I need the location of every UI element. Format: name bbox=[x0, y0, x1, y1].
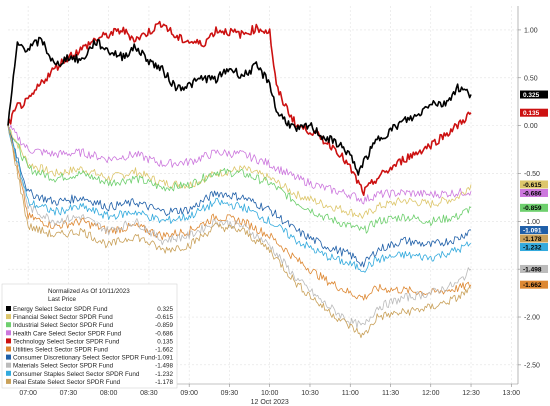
legend-swatch bbox=[6, 330, 11, 336]
legend-swatch bbox=[6, 314, 11, 320]
last-price-badge bbox=[520, 203, 548, 212]
legend-swatch bbox=[6, 362, 11, 368]
y-tick-label: -1.00 bbox=[524, 219, 540, 226]
last-price-badge-label: -1.232 bbox=[523, 244, 542, 251]
series-lines bbox=[7, 20, 472, 339]
legend-series-name: Industrial Select Sector SPDR Fund bbox=[13, 322, 114, 329]
last-price-badge-label: -1.178 bbox=[523, 236, 542, 243]
x-tick-label: 08:30 bbox=[140, 390, 158, 397]
last-price-badge bbox=[520, 234, 548, 243]
series-line bbox=[7, 125, 472, 219]
y-tick-label: 0.00 bbox=[524, 123, 538, 130]
x-tick-label: 12:30 bbox=[462, 390, 480, 397]
legend-swatch bbox=[6, 378, 11, 384]
legend-series-name: Real Estate Select Sector SPDR Fund bbox=[13, 379, 121, 386]
y-tick-label: -0.50 bbox=[524, 171, 540, 178]
legend-series-name: Utilities Select Sector SPDR Fund bbox=[13, 347, 108, 354]
y-tick-label: -2.00 bbox=[524, 315, 540, 322]
series-line bbox=[7, 125, 472, 329]
legend-series-value: 0.135 bbox=[157, 338, 173, 345]
legend-swatch bbox=[6, 354, 11, 360]
last-price-badge-label: -1.498 bbox=[523, 266, 542, 273]
series-line bbox=[7, 125, 472, 339]
last-price-badge-label: -1.091 bbox=[523, 227, 542, 234]
legend-series-name: Health Care Select Sector SPDR Fund bbox=[13, 330, 122, 337]
last-price-badge-label: -0.615 bbox=[523, 182, 542, 189]
legend-series-value: -0.615 bbox=[155, 314, 173, 321]
legend-series-name: Consumer Discretionary Select Sector SPD… bbox=[13, 355, 156, 362]
x-tick-label: 10:30 bbox=[301, 390, 319, 397]
legend-swatch bbox=[6, 338, 11, 344]
x-tick-label: 10:00 bbox=[261, 390, 279, 397]
last-price-badge bbox=[520, 264, 548, 273]
legend-series-name: Energy Select Sector SPDR Fund bbox=[13, 306, 108, 313]
series-line bbox=[7, 125, 472, 301]
legend-series-value: -1.178 bbox=[155, 379, 173, 386]
legend: Normalized As Of 10/11/2023 Last Price E… bbox=[1, 283, 178, 389]
last-price-badge bbox=[520, 108, 548, 117]
last-price-badge bbox=[520, 90, 548, 99]
x-tick-label: 11:00 bbox=[342, 390, 359, 397]
legend-series-value: -1.498 bbox=[155, 363, 173, 370]
last-price-badges: 0.325 0.135 -0.615-0.686 -0.859 -1.091 -1.178… bbox=[520, 90, 548, 289]
legend-series-name: Consumer Staples Select Sector SPDR Fund bbox=[13, 371, 140, 378]
y-tick-label: 1.00 bbox=[524, 27, 538, 34]
last-price-badge-label: -1.662 bbox=[523, 282, 542, 289]
x-date-label: 12 Oct 2023 bbox=[251, 399, 289, 406]
last-price-badge-label: -0.686 bbox=[523, 190, 542, 197]
x-tick-label: 07:30 bbox=[60, 390, 78, 397]
legend-series-value: 0.325 bbox=[157, 306, 173, 313]
series-line bbox=[7, 125, 472, 234]
y-tick-label: 0.50 bbox=[524, 75, 538, 82]
last-price-badge bbox=[520, 226, 548, 235]
series-line bbox=[7, 125, 472, 273]
last-price-badge bbox=[520, 180, 548, 189]
x-tick-label: 09:30 bbox=[221, 390, 239, 397]
series-line bbox=[7, 124, 472, 205]
x-tick-label: 11:30 bbox=[382, 390, 399, 397]
legend-swatch bbox=[6, 370, 11, 376]
legend-swatch bbox=[6, 322, 11, 328]
x-tick-label: 07:00 bbox=[19, 390, 37, 397]
last-price-badge bbox=[520, 280, 548, 289]
legend-header-normalized: Normalized As Of 10/11/2023 bbox=[48, 288, 130, 295]
last-price-badge-label: 0.325 bbox=[523, 92, 540, 99]
series-line bbox=[7, 125, 472, 268]
x-tick-label: 13:00 bbox=[503, 390, 521, 397]
legend-header-last-price: Last Price bbox=[48, 296, 76, 303]
legend-series-value: -0.859 bbox=[155, 322, 173, 329]
legend-swatch bbox=[6, 346, 11, 352]
x-tick-label: 08:00 bbox=[100, 390, 118, 397]
legend-box bbox=[1, 283, 178, 389]
y-tick-label: -2.50 bbox=[524, 362, 540, 369]
legend-series-name: Financial Select Sector SPDR Fund bbox=[13, 314, 113, 321]
legend-series-value: -0.686 bbox=[155, 330, 173, 337]
series-line bbox=[7, 20, 472, 196]
legend-swatch bbox=[6, 306, 11, 311]
last-price-badge bbox=[520, 243, 548, 252]
x-tick-label: 09:00 bbox=[180, 390, 198, 397]
last-price-badge-label: 0.135 bbox=[523, 110, 540, 117]
x-tick-label: 12:00 bbox=[422, 390, 440, 397]
legend-series-value: -1.232 bbox=[155, 371, 173, 378]
legend-series-value: -1.662 bbox=[155, 347, 173, 354]
last-price-badge-label: -0.859 bbox=[523, 205, 542, 212]
series-line bbox=[7, 36, 472, 176]
last-price-badge bbox=[520, 188, 548, 197]
legend-series-value: -1.091 bbox=[155, 355, 173, 362]
legend-series-name: Technology Select Sector SPDR Fund bbox=[13, 338, 120, 345]
legend-series-name: Materials Select Sector SPDR Fund bbox=[13, 363, 114, 370]
